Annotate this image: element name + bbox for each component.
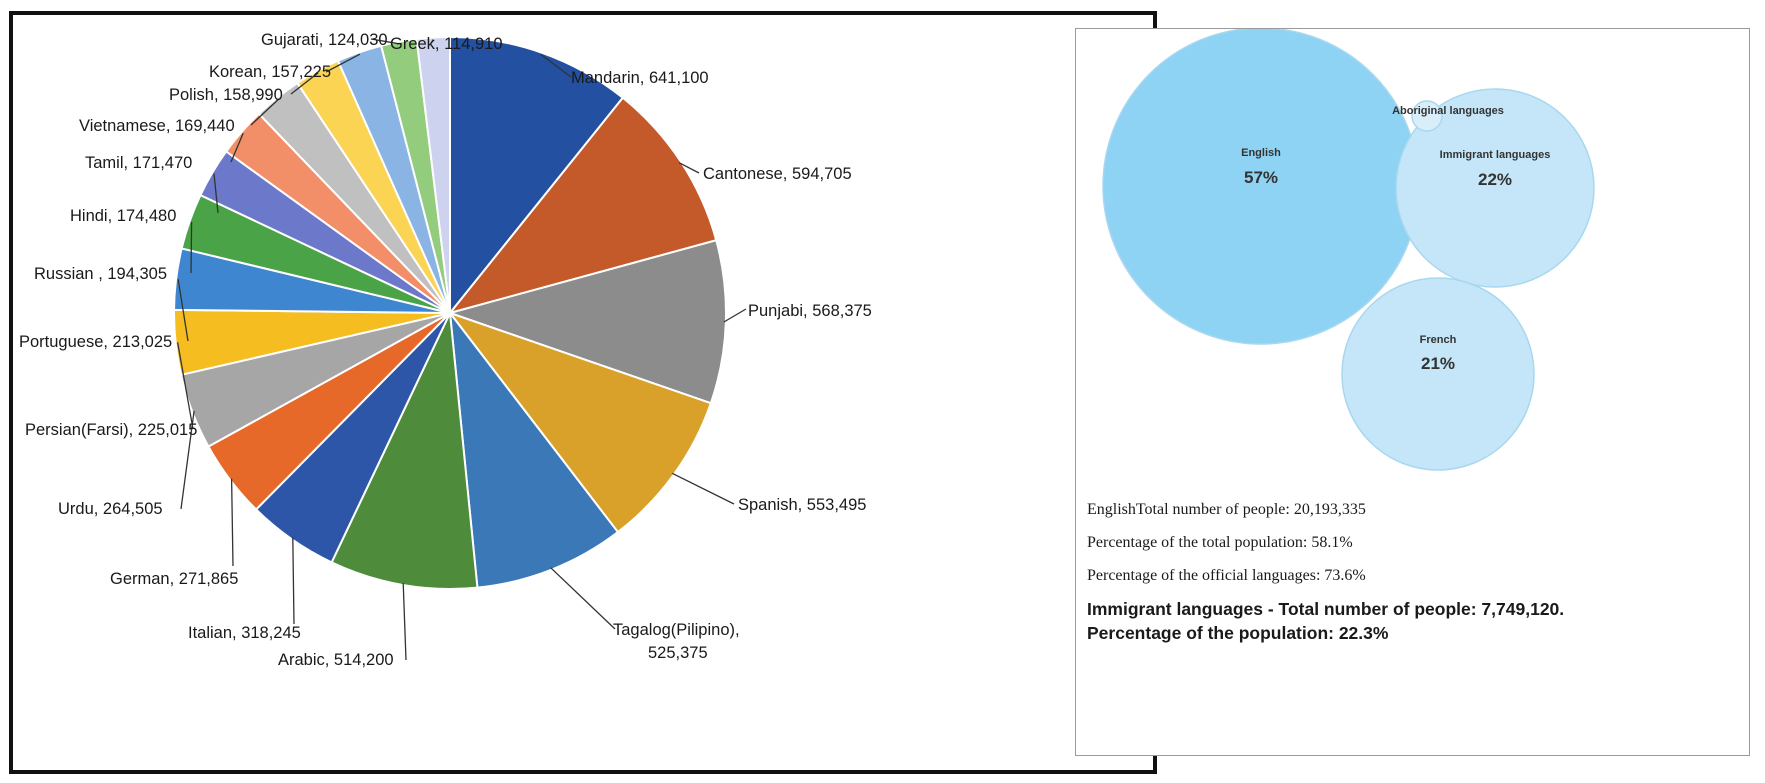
bubble-pct-french: 21%: [1421, 354, 1455, 373]
leader-line-german: [230, 478, 234, 567]
data-label-urdu: Urdu, 264,505: [58, 500, 163, 518]
leader-line-persian-farsi: [176, 342, 194, 430]
data-label-german: German, 271,865: [110, 570, 238, 588]
leader-line-cantonese: [678, 162, 700, 174]
english-total-text: EnglishTotal number of people: 20,193,33…: [1087, 501, 1366, 518]
bubble-chart-panel: English 57% Immigrant languages 22% French 21…: [1075, 28, 1750, 756]
data-label-mandarin: Mandarin, 641,100: [571, 69, 709, 87]
data-label-punjabi: Punjabi, 568,375: [748, 302, 872, 320]
bubble-pct-immigrant-languages: 22%: [1478, 170, 1512, 189]
leader-line-mandarin: [540, 53, 572, 78]
english-pct-official-text: Percentage of the official languages: 73…: [1087, 567, 1366, 584]
bubble-french: [1341, 277, 1535, 471]
bubble-label-immigrant-languages: Immigrant languages: [1440, 149, 1551, 161]
pie-slice-punjabi: [446, 239, 727, 405]
data-label-tagalog-pilipino: Tagalog(Pilipino), 525,375: [613, 621, 740, 662]
bubble-aboriginal-languages: [1411, 100, 1443, 132]
data-label-korean: Korean, 157,225: [209, 63, 331, 81]
data-label-spanish: Spanish, 553,495: [738, 496, 866, 514]
bubble-immigrant-languages: [1395, 88, 1595, 288]
immigrant-total-text: Immigrant languages - Total number of pe…: [1087, 599, 1565, 619]
bubble-label-aboriginal-languages: Aboriginal languages: [1392, 105, 1504, 117]
data-label-russian: Russian , 194,305: [34, 265, 167, 283]
data-label-vietnamese: Vietnamese, 169,440: [79, 117, 235, 135]
leader-line-punjabi: [723, 308, 747, 323]
pie-chart-panel: Mandarin, 641,100 Cantonese, 594,705 Punja…: [9, 11, 1157, 774]
leader-line-greek: [430, 39, 434, 44]
pie-slice-cantonese: [447, 96, 718, 315]
data-label-cantonese: Cantonese, 594,705: [703, 165, 852, 183]
leader-line-hindi: [213, 173, 219, 214]
data-label-hindi: Hindi, 174,480: [70, 207, 176, 225]
data-label-tamil: Tamil, 171,470: [85, 154, 192, 172]
leader-line-gujarati: [370, 38, 400, 45]
data-label-portuguese: Portuguese, 213,025: [19, 333, 172, 351]
english-pct-total-text: Percentage of the total population: 58.1…: [1087, 534, 1353, 551]
leader-line-urdu: [180, 410, 195, 510]
pie-slice-mandarin: [449, 35, 625, 316]
leader-line-spanish: [671, 472, 735, 505]
leader-line-tamil: [230, 132, 244, 163]
pie-chart: Mandarin, 641,100 Cantonese, 594,705 Punja…: [19, 31, 872, 669]
bubble-pct-english: 57%: [1244, 168, 1278, 187]
data-label-arabic: Arabic, 514,200: [278, 651, 394, 669]
data-label-polish: Polish, 158,990: [169, 86, 283, 104]
leader-line-polish: [290, 72, 319, 95]
immigrant-pct-text: Percentage of the population: 22.3%: [1087, 623, 1389, 643]
leader-line-arabic: [402, 582, 407, 661]
leader-line-korean: [325, 53, 361, 73]
leader-line-italian: [292, 537, 295, 625]
leader-line-russian: [190, 221, 193, 274]
pie-slice-greek: [415, 35, 451, 314]
bubble-label-english: English: [1241, 147, 1281, 159]
data-label-persian-farsi: Persian(Farsi), 225,015: [25, 421, 197, 439]
data-label-greek: Greek, 114,910: [390, 35, 503, 53]
data-label-italian: Italian, 318,245: [188, 624, 301, 642]
leader-line-tagalog-pilipino: [550, 567, 616, 630]
leader-line-portuguese: [177, 279, 189, 342]
bubble-label-french: French: [1420, 334, 1457, 346]
leader-line-vietnamese: [250, 98, 280, 126]
bubble-chart: English 57% Immigrant languages 22% French 21…: [1102, 29, 1595, 471]
pie-slice-tagalog-pilipino: [448, 309, 620, 589]
data-label-gujarati: Gujarati, 124,030: [261, 31, 388, 49]
